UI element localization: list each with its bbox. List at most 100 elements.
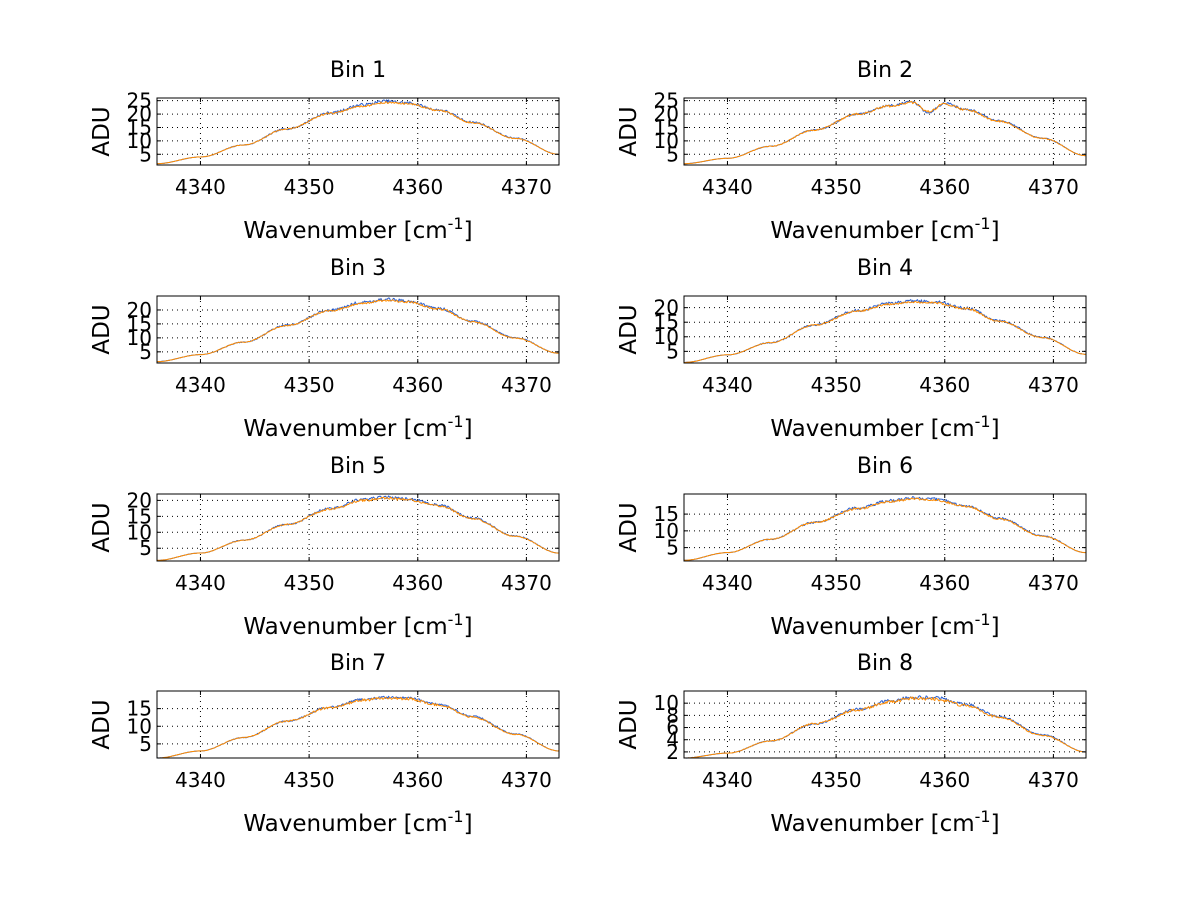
y-tick-label: 15 [654,115,679,139]
y-tick-label: 15 [127,115,152,139]
x-tick-label: 4370 [501,175,552,199]
x-axis-label-text: Wavenumber [cm [243,218,447,244]
y-tick-label: 10 [127,129,152,153]
series-line-2 [156,101,560,165]
x-axis-label-superscript: -1 [975,412,991,431]
x-tick-label: 4340 [175,571,226,595]
x-tick-label: 4340 [702,571,753,595]
x-tick-label: 4350 [811,768,862,792]
x-axis-label-superscript: -1 [975,610,991,629]
x-axis-label-text: Wavenumber [cm [770,416,974,442]
plot-area [156,97,560,166]
y-tick-label: 20 [654,296,679,320]
x-axis-label: Wavenumber [cm-1] [770,610,999,640]
x-axis-label-superscript: -1 [448,214,464,233]
y-tick-label: 10 [654,129,679,153]
chart-title: Bin 8 [857,651,913,676]
y-tick-label: 10 [127,326,152,350]
y-axis-label: ADU [616,304,642,354]
y-axis-label: ADU [616,699,642,749]
x-axis-label-suffix: ] [464,416,473,442]
plot-area [156,493,560,562]
x-tick-label: 4340 [702,768,753,792]
y-tick-label: 6 [666,716,679,740]
x-tick-label: 4350 [284,373,335,397]
x-axis-label-suffix: ] [464,614,473,640]
y-tick-label: 10 [127,714,152,738]
x-axis-label-text: Wavenumber [cm [243,614,447,640]
y-tick-label: 10 [654,325,679,349]
series-line-2 [683,101,1087,165]
series-line-2 [156,496,560,561]
x-axis-label-suffix: ] [991,811,1000,837]
x-axis-label-superscript: -1 [448,807,464,826]
plot-border [683,97,1087,166]
x-axis-label-suffix: ] [991,416,1000,442]
chart-title: Bin 2 [857,58,913,83]
x-axis-label: Wavenumber [cm-1] [770,807,999,837]
y-tick-label: 5 [666,536,679,560]
x-tick-label: 4350 [811,373,862,397]
x-axis-label-text: Wavenumber [cm [243,811,447,837]
y-axis-label: ADU [89,106,115,156]
y-tick-label: 25 [127,89,152,113]
series-line-2 [683,696,1087,759]
plot-border [683,493,1087,562]
y-axis-label: ADU [616,502,642,552]
chart-title: Bin 5 [330,454,386,479]
y-tick-label: 10 [127,520,152,544]
x-axis-label-suffix: ] [464,811,473,837]
x-axis-label-text: Wavenumber [cm [770,218,974,244]
x-tick-label: 4340 [175,175,226,199]
y-tick-label: 15 [654,310,679,334]
series-line-2 [156,696,560,759]
x-axis-label: Wavenumber [cm-1] [243,412,472,442]
chart-title: Bin 6 [857,454,913,479]
x-axis-label-suffix: ] [991,218,1000,244]
y-tick-label: 20 [127,298,152,322]
x-tick-label: 4360 [919,571,970,595]
y-tick-label: 25 [654,89,679,113]
x-tick-label: 4360 [392,571,443,595]
x-tick-label: 4350 [284,571,335,595]
x-tick-label: 4350 [284,175,335,199]
y-tick-label: 8 [666,703,679,727]
plot-area [683,493,1087,562]
plot-border [156,295,560,364]
x-axis-label-suffix: ] [991,614,1000,640]
x-tick-label: 4350 [811,571,862,595]
y-tick-label: 5 [666,339,679,363]
chart-title: Bin 7 [330,651,386,676]
y-tick-label: 10 [654,691,679,715]
x-tick-label: 4340 [702,175,753,199]
x-tick-label: 4370 [1028,175,1079,199]
y-tick-label: 20 [127,488,152,512]
x-tick-label: 4370 [501,373,552,397]
y-tick-label: 20 [654,102,679,126]
x-tick-label: 4360 [919,768,970,792]
x-tick-label: 4340 [702,373,753,397]
x-tick-label: 4350 [811,175,862,199]
series-line-2 [683,497,1087,561]
x-axis-label-text: Wavenumber [cm [243,416,447,442]
x-axis-label: Wavenumber [cm-1] [243,610,472,640]
x-tick-label: 4340 [175,373,226,397]
x-tick-label: 4360 [392,175,443,199]
x-axis-label: Wavenumber [cm-1] [243,214,472,244]
y-tick-label: 4 [666,728,679,752]
y-tick-label: 20 [127,102,152,126]
plot-area [683,295,1087,364]
x-tick-label: 4370 [1028,571,1079,595]
plot-area [156,295,560,364]
plot-border [683,295,1087,364]
x-axis-label: Wavenumber [cm-1] [243,807,472,837]
y-tick-label: 15 [654,502,679,526]
x-axis-label-superscript: -1 [975,807,991,826]
plot-border [156,493,560,562]
x-axis-label-superscript: -1 [448,412,464,431]
x-tick-label: 4350 [284,768,335,792]
y-tick-label: 10 [654,519,679,543]
